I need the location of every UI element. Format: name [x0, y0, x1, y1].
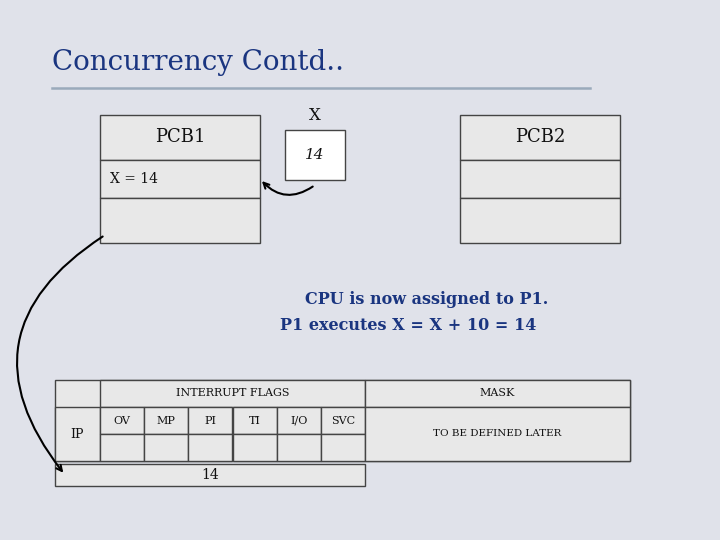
Text: I/O: I/O: [290, 415, 307, 426]
FancyBboxPatch shape: [55, 464, 365, 486]
FancyBboxPatch shape: [460, 160, 620, 198]
Text: 14: 14: [305, 148, 325, 162]
FancyBboxPatch shape: [460, 198, 620, 243]
Text: MP: MP: [157, 415, 176, 426]
FancyBboxPatch shape: [233, 407, 276, 434]
FancyBboxPatch shape: [365, 380, 630, 407]
FancyBboxPatch shape: [100, 434, 144, 461]
Text: X: X: [309, 107, 321, 125]
Text: 14: 14: [201, 468, 219, 482]
FancyBboxPatch shape: [189, 407, 233, 434]
FancyBboxPatch shape: [285, 130, 345, 180]
FancyBboxPatch shape: [276, 434, 321, 461]
FancyBboxPatch shape: [100, 407, 144, 434]
Text: Concurrency Contd..: Concurrency Contd..: [52, 49, 344, 76]
FancyBboxPatch shape: [189, 434, 233, 461]
FancyBboxPatch shape: [365, 407, 630, 461]
FancyBboxPatch shape: [144, 434, 189, 461]
FancyBboxPatch shape: [321, 407, 365, 434]
Text: TI: TI: [248, 415, 261, 426]
FancyBboxPatch shape: [276, 407, 321, 434]
Text: PI: PI: [204, 415, 217, 426]
FancyBboxPatch shape: [321, 434, 365, 461]
Text: PCB2: PCB2: [515, 129, 565, 146]
Text: PCB1: PCB1: [155, 129, 205, 146]
Text: IP: IP: [71, 428, 84, 441]
Text: TO BE DEFINED LATER: TO BE DEFINED LATER: [433, 429, 562, 438]
FancyBboxPatch shape: [460, 115, 620, 160]
FancyBboxPatch shape: [144, 407, 189, 434]
FancyBboxPatch shape: [100, 198, 260, 243]
Text: X = 14: X = 14: [110, 172, 158, 186]
Text: SVC: SVC: [331, 415, 355, 426]
FancyBboxPatch shape: [55, 407, 100, 461]
Text: INTERRUPT FLAGS: INTERRUPT FLAGS: [176, 388, 289, 399]
Text: OV: OV: [114, 415, 130, 426]
Text: CPU is now assigned to P1.: CPU is now assigned to P1.: [305, 292, 548, 308]
FancyBboxPatch shape: [100, 160, 260, 198]
FancyBboxPatch shape: [55, 380, 630, 461]
Text: MASK: MASK: [480, 388, 516, 399]
Text: P1 executes X = X + 10 = 14: P1 executes X = X + 10 = 14: [280, 316, 536, 334]
FancyBboxPatch shape: [100, 380, 365, 407]
FancyBboxPatch shape: [100, 115, 260, 160]
FancyBboxPatch shape: [233, 434, 276, 461]
